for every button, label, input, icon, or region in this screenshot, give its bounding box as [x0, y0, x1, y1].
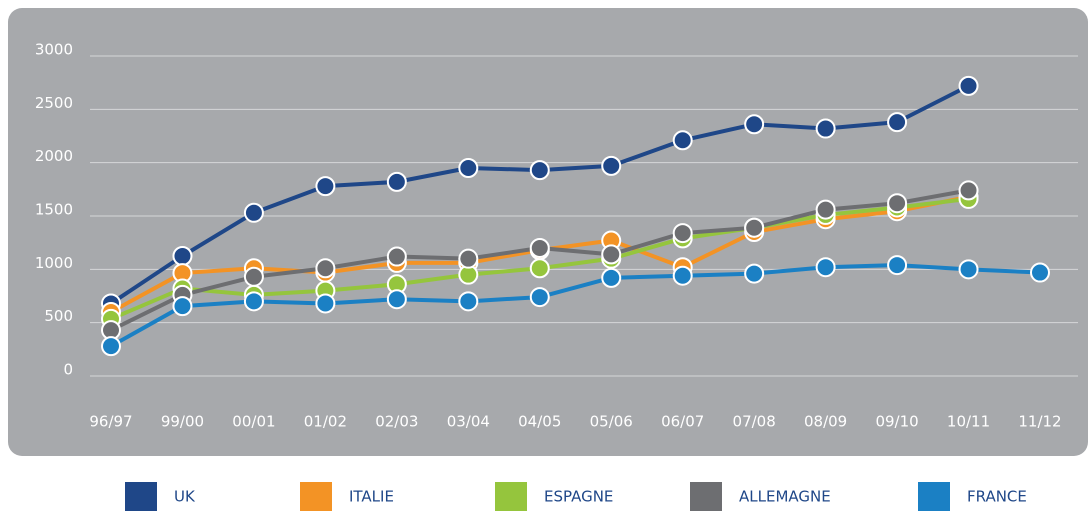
- x-tick-label: 09/10: [875, 413, 918, 431]
- data-point: [458, 291, 479, 312]
- data-point: [386, 289, 407, 310]
- data-point: [101, 336, 121, 357]
- data-point: [529, 238, 550, 258]
- data-point: [315, 258, 336, 279]
- x-tick-label: 02/03: [375, 413, 418, 431]
- data-point: [1030, 262, 1050, 283]
- data-point: [601, 267, 622, 288]
- data-point: [172, 246, 193, 266]
- plot-panel: [8, 8, 1088, 456]
- series-line: [110, 263, 1041, 348]
- data-point: [386, 246, 407, 267]
- legend-label: UK: [174, 488, 196, 506]
- y-tick-label: 500: [44, 307, 73, 325]
- legend-swatch: [495, 482, 527, 511]
- legend-label: ESPAGNE: [544, 488, 613, 506]
- data-point: [887, 112, 908, 133]
- x-tick-label: 96/97: [89, 413, 132, 431]
- legend-swatch: [300, 482, 332, 511]
- x-tick-label: 11/12: [1018, 413, 1061, 431]
- data-point: [672, 223, 693, 244]
- data-point: [529, 258, 550, 279]
- x-tick-label: 01/02: [304, 413, 347, 431]
- data-point: [386, 171, 407, 192]
- y-tick-label: 2500: [35, 94, 73, 112]
- x-tick-label: 05/06: [590, 413, 633, 431]
- data-point: [529, 287, 550, 308]
- data-point: [243, 291, 264, 312]
- data-point: [815, 118, 836, 139]
- legend-label: ALLEMAGNE: [739, 488, 831, 506]
- data-point: [672, 130, 693, 151]
- data-point: [315, 176, 336, 197]
- x-tick-label: 08/09: [804, 413, 847, 431]
- x-tick-label: 03/04: [447, 413, 490, 431]
- data-point: [958, 259, 979, 280]
- x-tick-label: 07/08: [733, 413, 776, 431]
- data-point: [815, 257, 836, 278]
- x-tick-label: 10/11: [947, 413, 990, 431]
- data-point: [958, 75, 979, 96]
- data-point: [887, 193, 908, 214]
- data-point: [458, 248, 479, 269]
- data-point: [458, 158, 479, 178]
- x-tick-label: 99/00: [161, 413, 204, 431]
- data-point: [529, 160, 550, 181]
- data-point: [315, 293, 336, 314]
- legend-label: FRANCE: [967, 488, 1027, 506]
- y-tick-label: 0: [63, 361, 73, 379]
- data-point: [243, 202, 264, 223]
- data-point: [172, 296, 193, 317]
- x-tick-label: 04/05: [518, 413, 561, 431]
- x-tick-label: 00/01: [232, 413, 275, 431]
- x-tick-label: 06/07: [661, 413, 704, 431]
- data-point: [744, 114, 765, 135]
- data-point: [958, 180, 979, 201]
- legend-swatch: [918, 482, 950, 511]
- data-point: [744, 217, 765, 238]
- data-point: [672, 265, 693, 286]
- data-point: [601, 155, 622, 176]
- y-tick-label: 3000: [35, 41, 73, 59]
- y-tick-label: 1000: [35, 254, 73, 272]
- data-point: [744, 263, 765, 284]
- legend-swatch: [125, 482, 157, 511]
- data-point: [887, 255, 908, 276]
- legend-label: ITALIE: [349, 488, 394, 506]
- y-tick-label: 1500: [35, 201, 73, 219]
- data-point: [601, 244, 622, 265]
- data-point: [243, 266, 264, 287]
- data-point: [815, 199, 836, 220]
- legend-swatch: [690, 482, 722, 511]
- y-tick-label: 2000: [35, 147, 73, 165]
